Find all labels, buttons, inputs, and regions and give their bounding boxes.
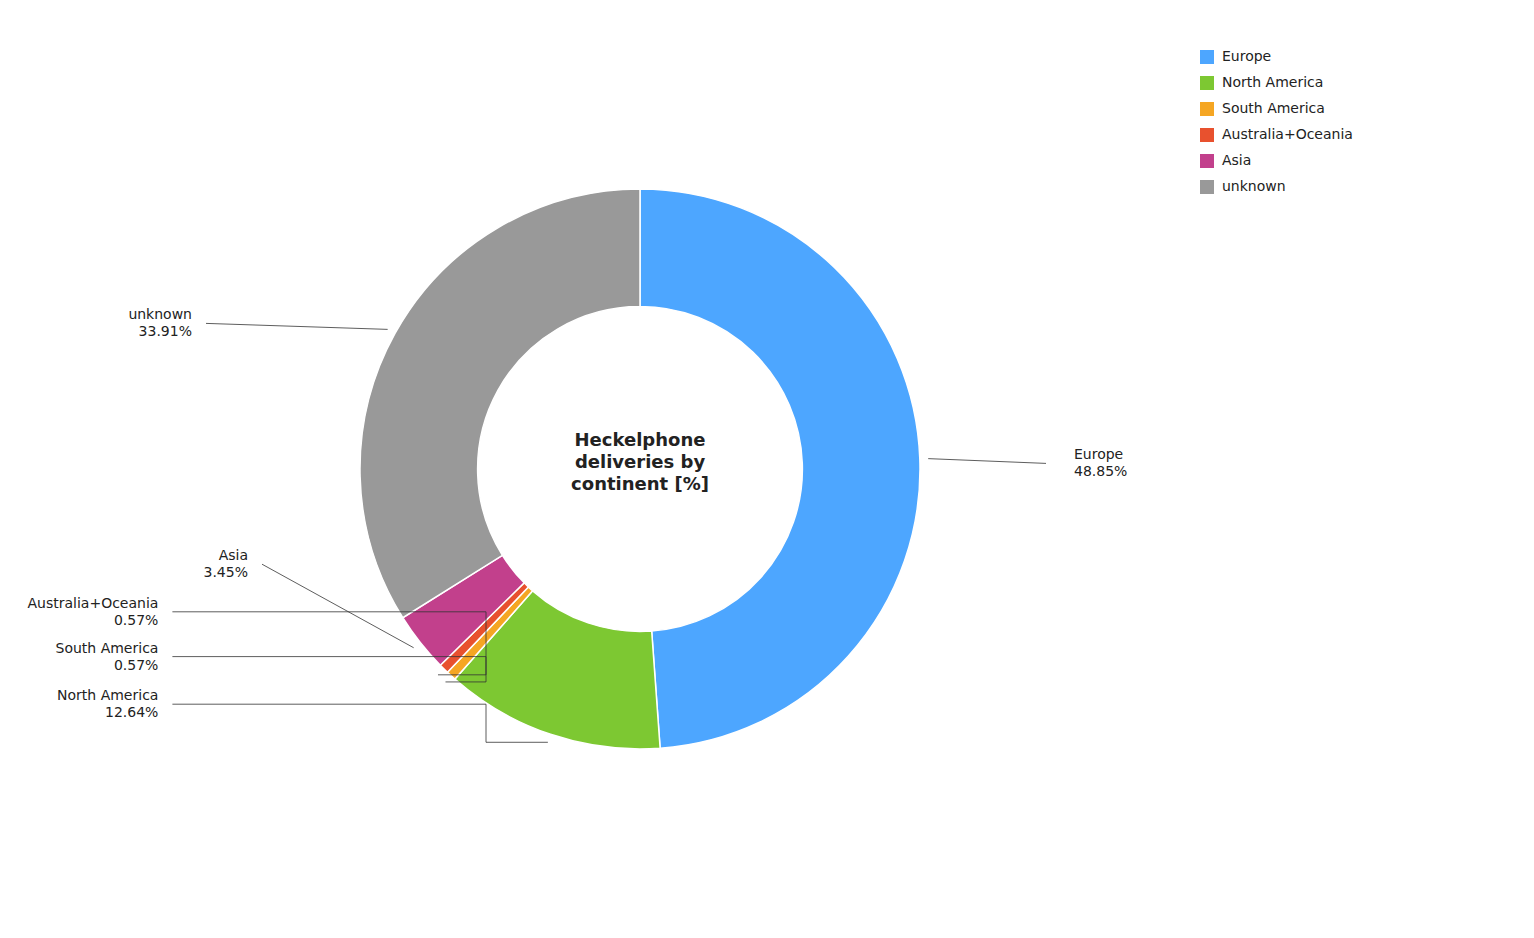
legend-label: Europe bbox=[1222, 48, 1271, 64]
data-label: Europe48.85% bbox=[1074, 446, 1127, 479]
data-labels: Europe48.85% North America12.64% South Ame… bbox=[27, 306, 1127, 742]
leader-line bbox=[172, 657, 486, 682]
data-label: North America12.64% bbox=[57, 687, 158, 720]
data-label-value: 48.85% bbox=[1074, 463, 1127, 479]
legend-item: Asia bbox=[1200, 152, 1251, 168]
leader-line bbox=[172, 704, 547, 742]
legend-label: North America bbox=[1222, 74, 1323, 90]
data-label-category: Australia+Oceania bbox=[27, 595, 158, 611]
legend-label: Australia+Oceania bbox=[1222, 126, 1353, 142]
donut-group: Heckelphonedeliveries bycontinent [%]Eur… bbox=[27, 189, 1127, 749]
legend-swatch bbox=[1200, 154, 1214, 168]
data-label-value: 0.57% bbox=[114, 657, 158, 673]
data-label: South America0.57% bbox=[56, 640, 159, 673]
legend-item: unknown bbox=[1200, 178, 1286, 194]
data-label-category: South America bbox=[56, 640, 159, 656]
legend-label: Asia bbox=[1222, 152, 1251, 168]
data-label-category: North America bbox=[57, 687, 158, 703]
data-label: Asia3.45% bbox=[204, 547, 248, 580]
leader-line bbox=[172, 612, 486, 675]
legend-swatch bbox=[1200, 76, 1214, 90]
legend-label: unknown bbox=[1222, 178, 1286, 194]
legend-swatch bbox=[1200, 102, 1214, 116]
data-label-value: 3.45% bbox=[204, 564, 248, 580]
legend-item: Australia+Oceania bbox=[1200, 126, 1353, 142]
center-text-line: continent [%] bbox=[571, 473, 709, 494]
data-label-category: Asia bbox=[219, 547, 248, 563]
leader-line bbox=[928, 459, 1046, 464]
data-label: unknown33.91% bbox=[128, 306, 192, 339]
legend-item: Europe bbox=[1200, 48, 1271, 64]
slice bbox=[360, 189, 640, 618]
legend-swatch bbox=[1200, 50, 1214, 64]
data-label-value: 12.64% bbox=[105, 704, 158, 720]
data-label: Australia+Oceania0.57% bbox=[27, 595, 158, 628]
chart-svg: Heckelphonedeliveries bycontinent [%]Eur… bbox=[0, 0, 1534, 938]
data-label-category: unknown bbox=[128, 306, 192, 322]
slices bbox=[360, 189, 920, 749]
legend-label: South America bbox=[1222, 100, 1325, 116]
leader-line bbox=[206, 323, 388, 329]
data-label-category: Europe bbox=[1074, 446, 1123, 462]
data-label-value: 0.57% bbox=[114, 612, 158, 628]
center-text-line: Heckelphone bbox=[575, 429, 706, 450]
data-label-value: 33.91% bbox=[139, 323, 192, 339]
legend-swatch bbox=[1200, 180, 1214, 194]
legend-item: North America bbox=[1200, 74, 1323, 90]
legend-swatch bbox=[1200, 128, 1214, 142]
center-text-line: deliveries by bbox=[575, 451, 705, 472]
legend: Europe North America South America Australi… bbox=[1200, 48, 1353, 194]
leader-line bbox=[262, 564, 414, 648]
legend-item: South America bbox=[1200, 100, 1325, 116]
center-text: Heckelphonedeliveries bycontinent [%] bbox=[571, 429, 709, 494]
